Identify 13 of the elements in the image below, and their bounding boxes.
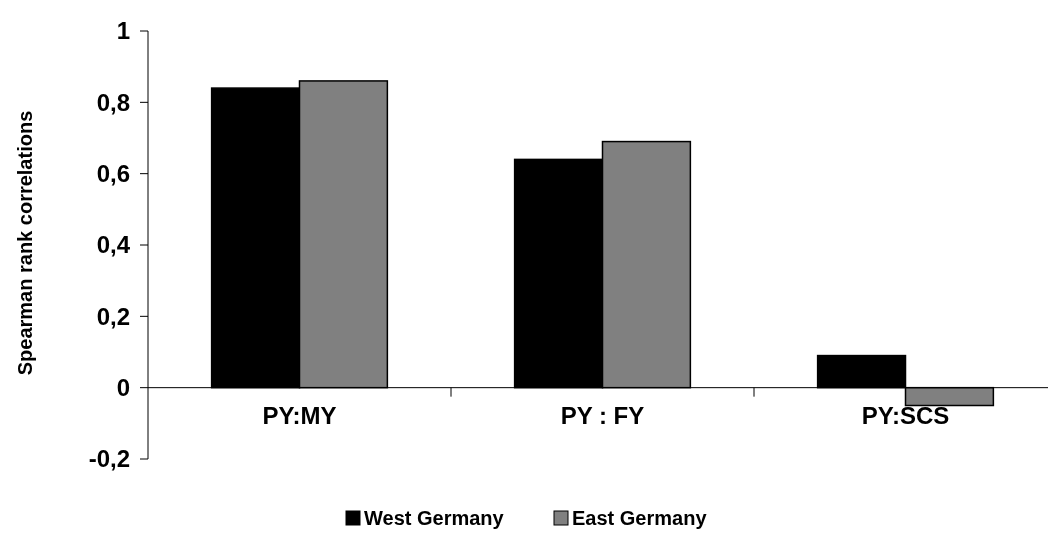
y-tick-label: 1 — [116, 17, 130, 45]
y-tick-label: 0,4 — [96, 231, 131, 259]
y-tick-label: 0,6 — [96, 160, 130, 188]
legend-label: West Germany — [364, 507, 505, 529]
y-tick-label: -0,2 — [88, 445, 130, 473]
y-tick-label: 0 — [116, 374, 130, 402]
x-tick-label: PY : FY — [560, 401, 645, 429]
x-tick-label: PY:SCS — [861, 401, 950, 429]
y-axis-title: Spearman rank correlations — [14, 110, 36, 376]
y-tick-label: 0,2 — [96, 302, 130, 330]
legend-label: East Germany — [572, 507, 708, 529]
x-tick-label: PY:MY — [262, 401, 337, 429]
y-tick-label: 0,8 — [96, 88, 130, 116]
